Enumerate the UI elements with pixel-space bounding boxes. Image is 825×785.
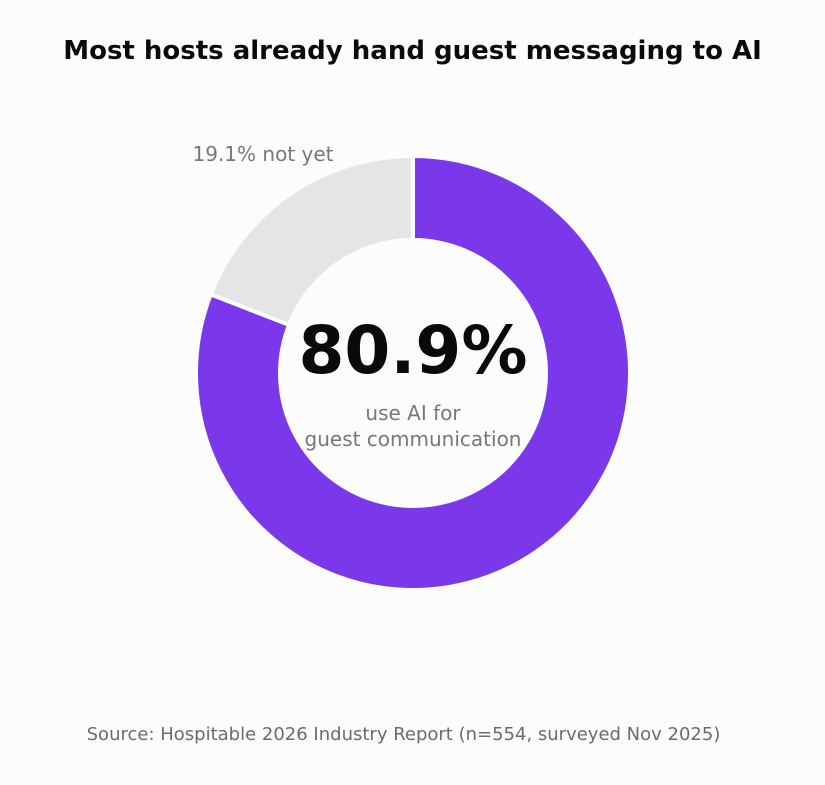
source-note: Source: Hospitable 2026 Industry Report … bbox=[86, 724, 721, 745]
chart-title: Most hosts already hand guest messaging … bbox=[63, 36, 762, 66]
slice-label-not-yet: 19.1% not yet bbox=[193, 142, 334, 166]
center-caption-line-1: use AI for bbox=[365, 401, 461, 425]
center-value: 80.9% bbox=[299, 312, 528, 389]
center-caption-line-2: guest communication bbox=[305, 427, 522, 451]
donut-slice-use-ai bbox=[194, 153, 632, 592]
donut-slice-not-yet bbox=[208, 153, 415, 328]
donut-slices bbox=[194, 153, 632, 592]
